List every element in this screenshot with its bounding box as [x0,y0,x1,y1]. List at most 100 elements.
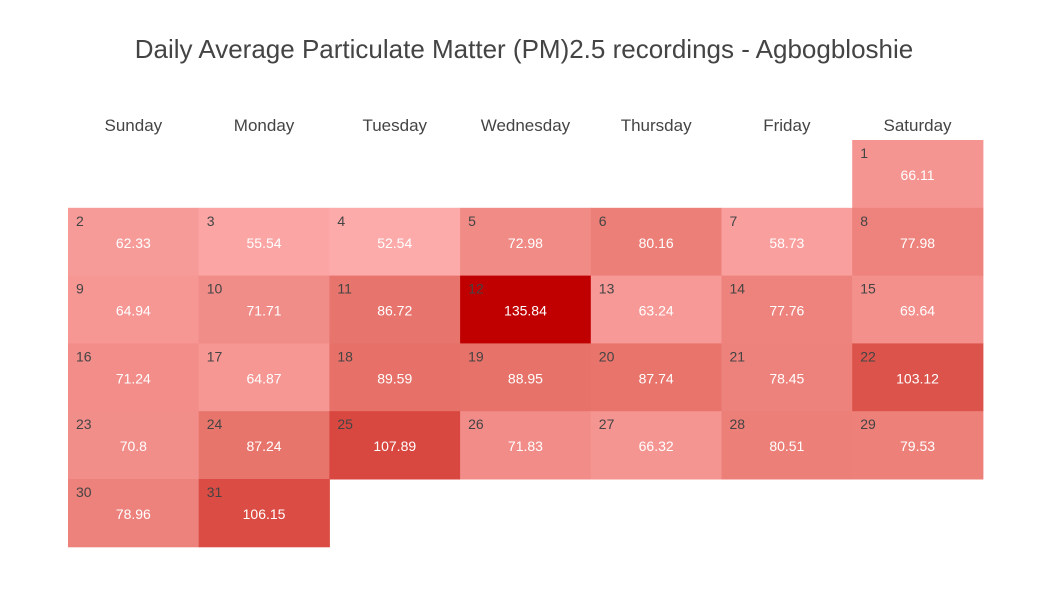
value-label: 86.72 [377,303,412,319]
heatmap-cell [852,411,984,480]
day-number-label: 6 [599,213,607,229]
day-number-label: 23 [76,416,92,432]
value-label: 52.54 [377,235,412,251]
value-label: 66.11 [901,167,935,183]
heatmap-cells: 1 66.11 2 62.33 3 55.54 4 52.54 5 72.98 6 80.16 7 58.… [68,140,984,548]
value-label: 103.12 [896,370,939,386]
value-label: 58.73 [769,235,804,251]
value-label: 80.16 [639,235,674,251]
value-label: 106.15 [243,506,286,522]
day-number-label: 17 [207,348,223,364]
heatmap-cell [198,343,330,412]
value-label: 64.87 [247,370,282,386]
day-number-label: 21 [730,348,746,364]
heatmap-cell [329,275,461,344]
day-number-label: 15 [860,281,876,297]
heatmap-cell [198,275,330,344]
day-number-label: 25 [337,416,353,432]
weekday-label: Wednesday [481,116,571,135]
heatmap-cell [590,343,722,412]
heatmap-cell [590,275,722,344]
heatmap-cell [721,207,853,277]
value-label: 135.84 [504,303,547,319]
weekday-label: Tuesday [362,116,427,135]
day-number-label: 9 [76,281,84,297]
heatmap-cell [68,343,200,412]
value-label: 70.8 [120,438,147,454]
heatmap-cell [68,479,200,548]
value-label: 64.94 [116,303,151,319]
value-label: 87.74 [639,370,674,386]
heatmap-cell [329,343,461,412]
weekday-label: Friday [763,116,811,135]
value-label: 78.96 [116,506,151,522]
value-label: 88.95 [508,370,543,386]
weekday-labels: Sunday Monday Tuesday Wednesday Thursday Frid… [105,116,953,135]
heatmap-cell [590,411,722,480]
heatmap-cell [68,411,200,480]
day-number-label: 14 [730,281,746,297]
heatmap-cell [460,207,592,277]
heatmap-cell [721,275,853,344]
heatmap-cell [460,343,592,412]
value-label: 62.33 [116,235,151,251]
day-number-label: 26 [468,416,484,432]
day-number-label: 27 [599,416,615,432]
value-label: 107.89 [373,438,416,454]
day-number-label: 1 [860,145,868,161]
chart-title: Daily Average Particulate Matter (PM)2.5… [135,34,913,64]
value-label: 71.83 [508,438,543,454]
value-label: 66.32 [639,438,674,454]
value-label: 71.24 [116,370,151,386]
heatmap-cell [460,411,592,480]
day-number-label: 2 [76,213,84,229]
value-label: 78.45 [769,370,804,386]
heatmap-cell [198,207,330,277]
heatmap-cell [590,207,722,277]
day-number-label: 24 [207,416,223,432]
value-label: 63.24 [639,303,674,319]
heatmap-cell [198,479,330,548]
value-label: 87.24 [247,438,282,454]
day-number-label: 13 [599,281,615,297]
value-label: 69.64 [900,303,935,319]
value-label: 77.76 [769,303,804,319]
heatmap-cell [460,275,592,344]
day-number-label: 20 [599,348,615,364]
heatmap-cell [198,411,330,480]
weekday-label: Monday [234,116,295,135]
heatmap-cell [721,343,853,412]
weekday-label: Thursday [621,116,692,135]
day-number-label: 30 [76,484,92,500]
day-number-label: 12 [468,281,484,297]
day-number-label: 11 [337,281,352,297]
value-label: 72.98 [508,235,543,251]
value-label: 71.71 [247,303,282,319]
day-number-label: 3 [207,213,215,229]
heatmap-cell [852,140,984,209]
day-number-label: 7 [730,213,738,229]
day-number-label: 18 [337,348,353,364]
heatmap-cell [721,411,853,480]
heatmap-cell [852,343,984,412]
day-number-label: 16 [76,348,92,364]
day-number-label: 10 [207,281,223,297]
heatmap-cell [68,207,200,277]
value-label: 77.98 [900,235,935,251]
weekday-label: Sunday [105,116,163,135]
heatmap-cell [852,207,984,277]
day-number-label: 28 [730,416,746,432]
day-number-label: 29 [860,416,876,432]
day-number-label: 4 [337,213,345,229]
weekday-label: Saturday [884,116,953,135]
heatmap-cell [68,275,200,344]
heatmap-cell [852,275,984,344]
value-label: 55.54 [247,235,282,251]
day-number-label: 22 [860,348,876,364]
value-label: 79.53 [900,438,935,454]
heatmap-cell [329,411,461,480]
day-number-label: 31 [207,484,223,500]
heatmap-cell [329,207,461,277]
value-label: 89.59 [377,370,412,386]
